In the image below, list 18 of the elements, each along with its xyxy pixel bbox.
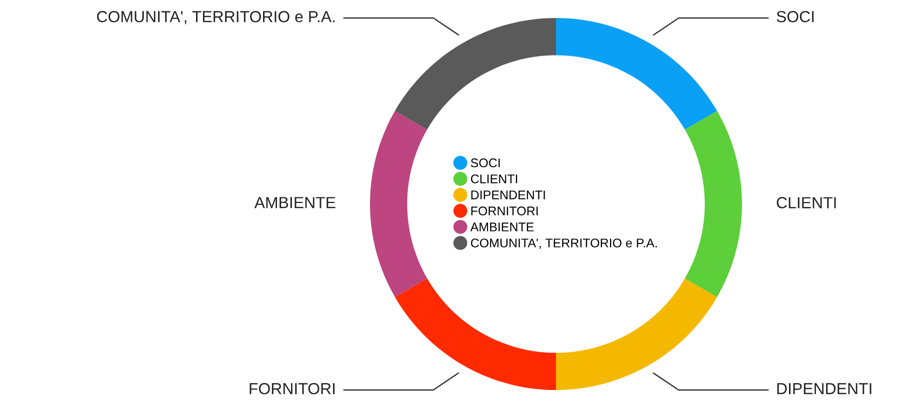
slice-label: CLIENTI — [776, 197, 836, 208]
slice-label: FORNITORI — [250, 382, 335, 394]
slice-label: AMBIENTE — [254, 197, 336, 208]
donut-slice — [556, 18, 718, 130]
legend-label: COMUNITA', TERRITORIO e P.A. — [470, 238, 657, 249]
donut-slice — [394, 18, 556, 130]
legend-label: DIPENDENTI — [471, 190, 545, 200]
legend-label: SOCI — [470, 158, 500, 168]
legend-label: FORNITORI — [471, 206, 538, 216]
legend-label: CLIENTI — [470, 174, 518, 184]
donut-slice — [556, 278, 718, 390]
donut-slice — [394, 278, 556, 390]
slice-label: SOCI — [776, 10, 814, 22]
legend-label: AMBIENTE — [470, 222, 534, 232]
donut-slice — [684, 111, 742, 298]
donut-slice — [370, 110, 428, 297]
slice-label: COMUNITA', TERRITORIO e P.A. — [97, 10, 335, 24]
slice-label: DIPENDENTI — [777, 383, 872, 394]
